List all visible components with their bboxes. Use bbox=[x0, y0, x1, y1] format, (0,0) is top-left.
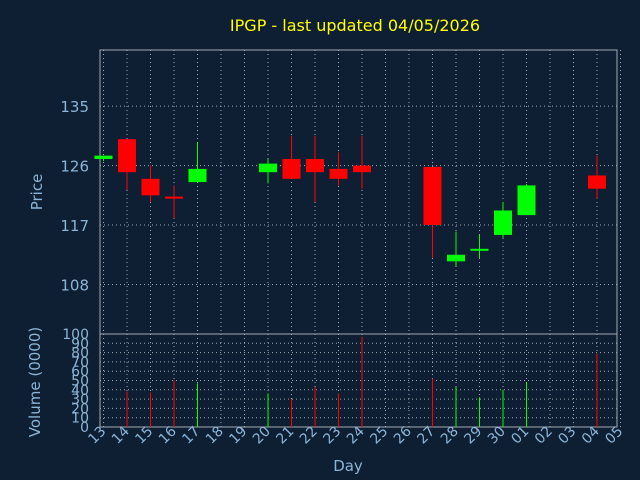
chart-title: IPGP - last updated 04/05/2026 bbox=[230, 16, 480, 35]
candle-body bbox=[353, 165, 371, 173]
candle bbox=[470, 234, 489, 259]
volume-tick-label: 80 bbox=[71, 346, 89, 362]
candle bbox=[188, 142, 207, 183]
candle-body bbox=[259, 163, 277, 173]
volume-tick-label: 90 bbox=[71, 336, 89, 352]
volume-tick-label: 10 bbox=[71, 411, 89, 427]
candle bbox=[118, 139, 136, 191]
candle bbox=[141, 165, 160, 202]
volume-tick-label: 20 bbox=[71, 401, 89, 417]
candle-body bbox=[517, 185, 536, 216]
volume-tick-label: 70 bbox=[71, 355, 89, 371]
price-tick-label: 108 bbox=[60, 276, 89, 294]
candle bbox=[259, 158, 277, 184]
candles bbox=[94, 135, 606, 266]
volume-tick-label: 60 bbox=[71, 364, 89, 380]
candle bbox=[282, 135, 301, 179]
candle bbox=[423, 166, 442, 259]
candle bbox=[588, 155, 606, 199]
price-tick-label: 126 bbox=[60, 158, 89, 176]
candle-body bbox=[141, 178, 160, 196]
price-tick-labels: 108 117 126 135 bbox=[60, 98, 89, 294]
candle bbox=[517, 184, 536, 216]
candle bbox=[94, 155, 113, 161]
price-axis-label: Price bbox=[28, 174, 46, 211]
x-tick-labels: 13 14 15 16 17 18 19 20 21 22 23 24 25 26 27 28 29 30 01 02… bbox=[85, 423, 626, 447]
price-tick-label: 135 bbox=[60, 98, 89, 116]
candle-body bbox=[94, 155, 113, 159]
candle-body bbox=[165, 196, 183, 199]
volume-tick-label: 30 bbox=[71, 392, 89, 408]
volume-tick-label: 100 bbox=[62, 327, 89, 343]
candle-body bbox=[470, 248, 489, 251]
candle bbox=[353, 135, 371, 189]
volume-tick-label: 40 bbox=[71, 383, 89, 399]
candle-body bbox=[282, 158, 301, 179]
volume-axis-label: Volume (0000) bbox=[26, 327, 44, 437]
candle-body bbox=[188, 168, 207, 183]
x-axis-label: Day bbox=[333, 457, 363, 475]
candle bbox=[306, 135, 324, 202]
candle-body bbox=[588, 175, 606, 189]
candle-body bbox=[494, 210, 512, 235]
candle-body bbox=[306, 158, 324, 173]
candle-body bbox=[118, 139, 136, 173]
volume-tick-label: 50 bbox=[71, 374, 89, 390]
price-grid bbox=[100, 50, 621, 334]
candle-body bbox=[423, 166, 442, 226]
candle bbox=[447, 231, 465, 266]
candle bbox=[494, 201, 512, 239]
price-tick-label: 117 bbox=[60, 217, 89, 235]
candle bbox=[329, 152, 348, 186]
candle-body bbox=[447, 254, 465, 262]
candle-body bbox=[329, 168, 348, 179]
volume-tick-label: 0 bbox=[80, 420, 89, 436]
candle bbox=[165, 185, 183, 219]
volume-bars bbox=[126, 336, 598, 427]
